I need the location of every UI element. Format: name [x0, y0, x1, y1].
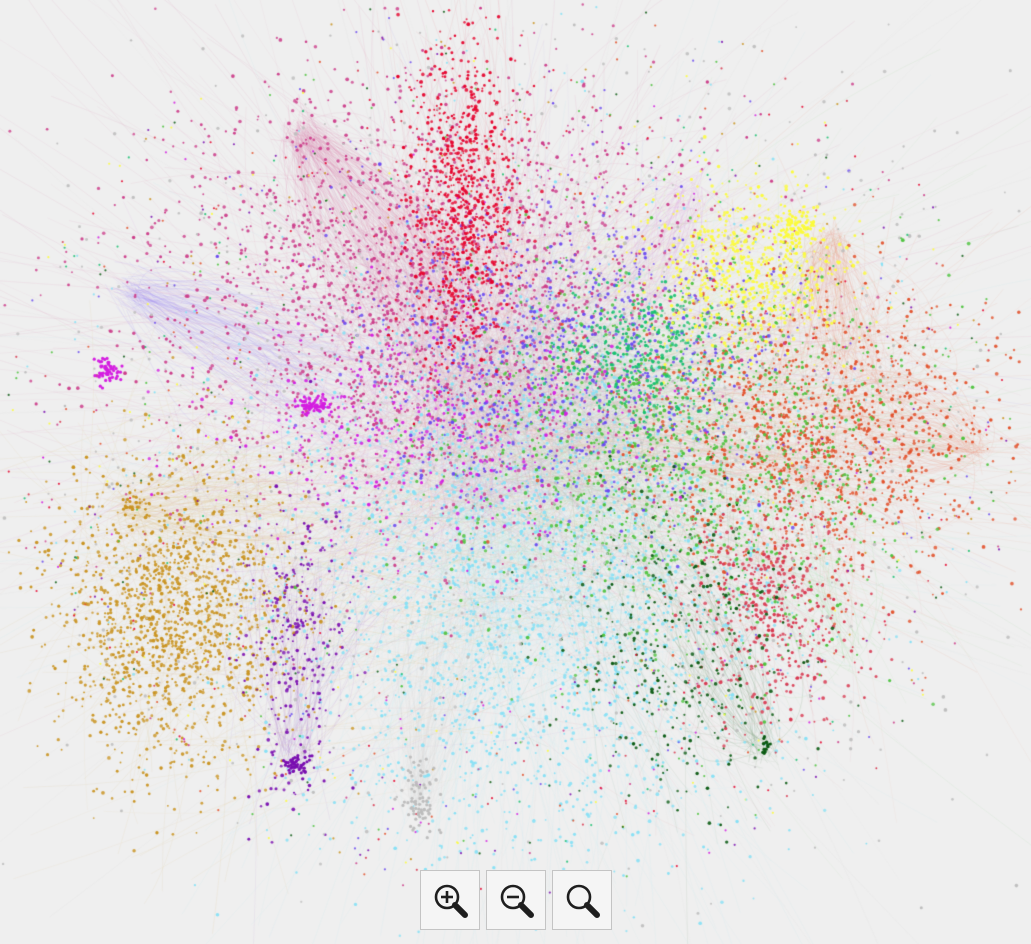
zoom-reset-icon: [566, 884, 600, 918]
zoom-in-button[interactable]: [420, 870, 480, 930]
zoom-reset-button[interactable]: [552, 870, 612, 930]
zoom-out-button[interactable]: [486, 870, 546, 930]
zoom-out-icon: [500, 884, 534, 918]
zoom-in-icon: [434, 884, 468, 918]
zoom-controls: [420, 870, 616, 932]
